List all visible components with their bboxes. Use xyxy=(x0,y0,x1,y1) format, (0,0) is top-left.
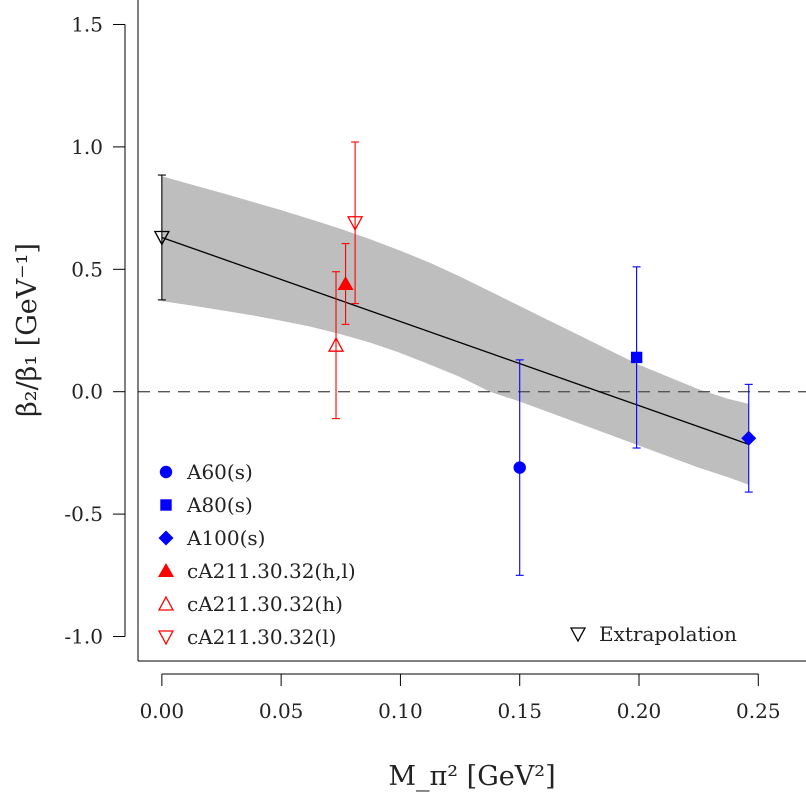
error-band-area xyxy=(161,176,749,485)
point-marker xyxy=(347,216,364,232)
legend-item: A100(s) xyxy=(158,526,266,550)
point-marker xyxy=(513,461,526,474)
legend-marker xyxy=(569,627,587,643)
fit-line xyxy=(161,236,749,445)
legend-marker xyxy=(157,595,175,611)
fit-line-segment xyxy=(161,236,749,445)
y-tick-label: -1.0 xyxy=(64,625,103,649)
legend-label: cA211.30.32(h,l) xyxy=(187,559,356,583)
point-marker xyxy=(337,275,354,290)
y-tick-label: 1.5 xyxy=(71,12,103,36)
legend-marker xyxy=(158,530,174,546)
x-tick-label: 0.05 xyxy=(259,699,304,723)
legend-label: A100(s) xyxy=(186,526,266,550)
error-band xyxy=(161,176,749,485)
x-tick-label: 0.10 xyxy=(378,699,423,723)
x-tick-label: 0.15 xyxy=(497,699,542,723)
point-marker xyxy=(630,351,643,364)
legend-label: cA211.30.32(l) xyxy=(187,625,336,649)
legend-label: A80(s) xyxy=(186,493,253,517)
series-point-a100-s- xyxy=(741,383,757,493)
point-marker xyxy=(153,230,170,246)
y-tick-label: 1.0 xyxy=(71,135,103,159)
y-tick-label: 0.5 xyxy=(71,257,103,281)
legend-marker xyxy=(157,630,175,646)
legend-marker xyxy=(159,465,173,479)
legend-item: cA211.30.32(h,l) xyxy=(158,559,356,583)
x-tick-label: 0.00 xyxy=(140,699,185,723)
legend: A60(s) A80(s) A100(s) cA211.30.32(h,l) cA211… xyxy=(157,460,737,649)
y-tick-label: -0.5 xyxy=(64,502,103,526)
x-axis-label: M_π² [GeV²] xyxy=(388,761,555,792)
legend-label: cA211.30.32(h) xyxy=(187,592,343,616)
legend-item: cA211.30.32(l) xyxy=(157,625,336,649)
y-axis-label: β₂/β₁ [GeV⁻¹] xyxy=(12,243,43,417)
data-points xyxy=(153,141,757,576)
series-point-ca211-30-32-h-l- xyxy=(337,243,354,325)
legend-marker xyxy=(160,499,172,511)
legend-item: A80(s) xyxy=(160,493,253,517)
x-tick-label: 0.20 xyxy=(617,699,662,723)
legend-label: A60(s) xyxy=(186,460,253,484)
series-point-ca211-30-32-h- xyxy=(327,271,345,420)
x-tick-label: 0.25 xyxy=(736,699,781,723)
axes: 0.00 0.05 0.10 0.15 0.20 0.25 -1.0 -0.5 0.0 0.5 1.… xyxy=(64,0,806,723)
point-marker xyxy=(327,336,345,352)
legend-item: cA211.30.32(h) xyxy=(157,592,343,616)
legend-marker xyxy=(158,563,174,577)
series-point-ca211-30-32-l- xyxy=(347,141,364,305)
legend-item: A60(s) xyxy=(159,460,253,484)
y-tick-label: 0.0 xyxy=(71,380,103,404)
point-marker xyxy=(741,430,757,446)
legend-label: Extrapolation xyxy=(599,622,737,646)
series-point-extrapolation xyxy=(153,174,170,301)
series-point-a80-s- xyxy=(630,266,643,449)
legend-item-extrapolation: Extrapolation xyxy=(569,622,737,646)
series-point-a60-s- xyxy=(513,359,526,576)
